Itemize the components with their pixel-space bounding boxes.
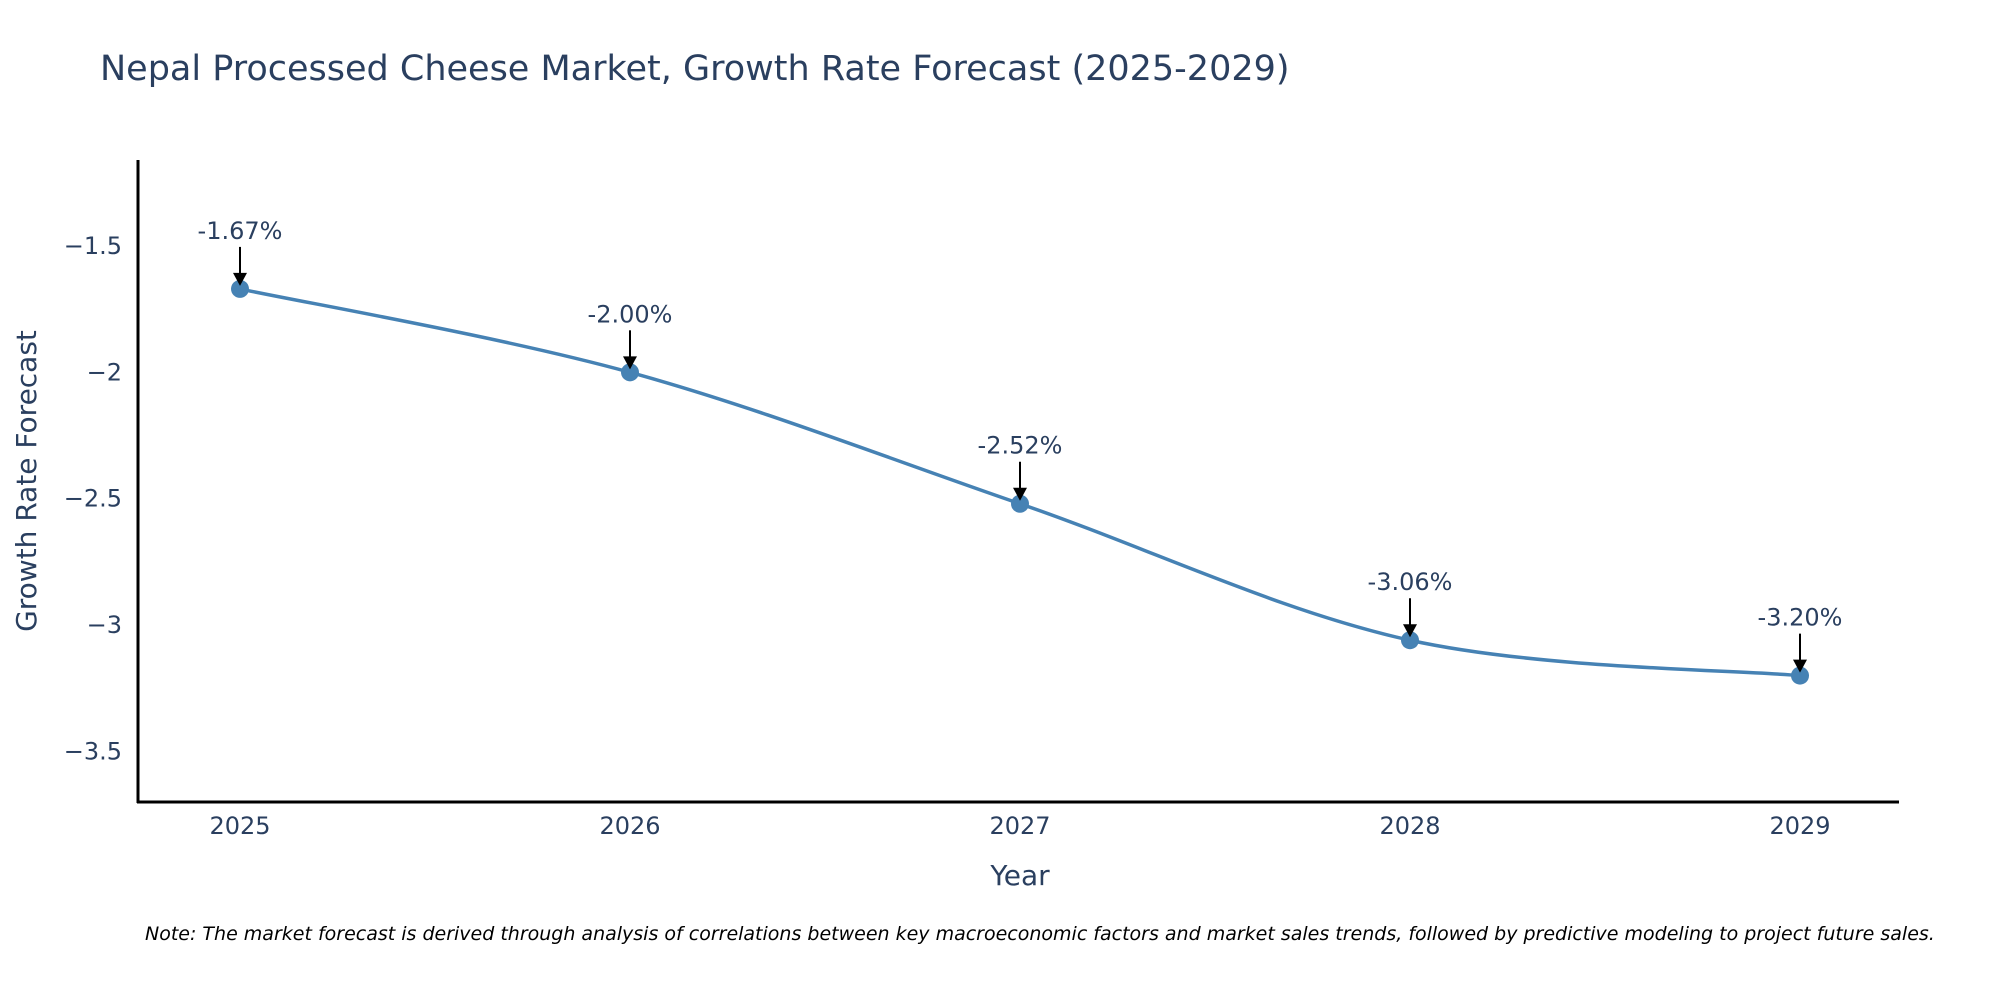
data-point-marker[interactable] bbox=[1401, 631, 1419, 650]
x-tick-label: 2026 bbox=[599, 812, 660, 840]
x-tick-label: 2028 bbox=[1379, 812, 1440, 840]
y-tick-label: −3.5 bbox=[64, 737, 122, 765]
x-tick-label: 2027 bbox=[989, 812, 1050, 840]
data-annotations: -1.67% -2.00% -2.52% -3.06% -3.20% bbox=[198, 217, 1843, 673]
data-point-marker[interactable] bbox=[1791, 666, 1809, 685]
data-point-marker[interactable] bbox=[621, 363, 639, 382]
data-point-marker[interactable] bbox=[231, 279, 249, 298]
data-label: -1.67% bbox=[198, 217, 283, 245]
x-tick-label: 2025 bbox=[209, 812, 270, 840]
x-axis-ticks: 2025 2026 2027 2028 2029 bbox=[209, 812, 1830, 840]
data-label: -3.06% bbox=[1368, 568, 1453, 596]
data-label: -3.20% bbox=[1758, 604, 1843, 632]
y-tick-label: −2 bbox=[87, 358, 122, 386]
data-point-marker[interactable] bbox=[1011, 494, 1029, 513]
x-tick-label: 2029 bbox=[1769, 812, 1830, 840]
annotation-arrowhead bbox=[233, 272, 247, 286]
annotation-arrowhead bbox=[1793, 659, 1807, 673]
annotation-arrowhead bbox=[623, 356, 637, 370]
annotation-arrowhead bbox=[1403, 624, 1417, 638]
footnote: Note: The market forecast is derived thr… bbox=[145, 923, 1935, 945]
series-markers bbox=[231, 279, 1809, 685]
y-axis-title: Growth Rate Forecast bbox=[10, 330, 43, 632]
y-tick-label: −1.5 bbox=[64, 232, 122, 260]
x-axis-title: Year bbox=[989, 859, 1050, 892]
data-label: -2.00% bbox=[588, 300, 673, 328]
y-axis-ticks: −1.5 −2 −2.5 −3 −3.5 bbox=[64, 232, 122, 766]
chart-title: Nepal Processed Cheese Market, Growth Ra… bbox=[100, 49, 1290, 89]
annotation-arrowhead bbox=[1013, 487, 1027, 501]
y-tick-label: −3 bbox=[87, 611, 122, 639]
y-tick-label: −2.5 bbox=[64, 485, 122, 513]
data-label: -2.52% bbox=[978, 432, 1063, 460]
